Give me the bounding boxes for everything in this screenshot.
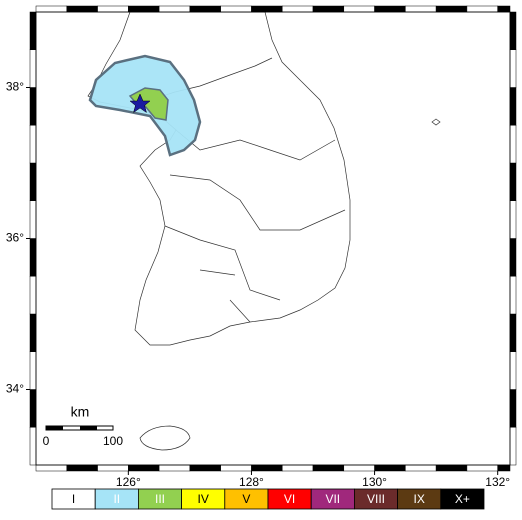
scale-bar-segment: [46, 426, 63, 430]
frame-segment: [251, 464, 283, 472]
frame-segment: [343, 5, 375, 13]
frame-segment: [374, 464, 406, 472]
frame-segment: [29, 125, 37, 164]
scale-unit: km: [71, 404, 90, 420]
frame-segment: [509, 276, 517, 315]
frame-segment: [312, 5, 345, 13]
scale-bar-segment: [80, 426, 97, 430]
frame-segment: [220, 464, 252, 472]
legend-label: VI: [284, 492, 295, 506]
frame-segment: [29, 200, 37, 239]
legend-label: V: [242, 492, 250, 506]
frame-segment: [158, 5, 191, 13]
legend-label: II: [113, 492, 120, 506]
scale-start: 0: [43, 434, 50, 448]
frame-segment: [509, 11, 517, 50]
legend-label: VIII: [367, 492, 385, 506]
frame-segment: [509, 351, 517, 390]
frame-segment: [509, 313, 517, 352]
frame-segment: [128, 5, 160, 13]
frame-segment: [35, 5, 68, 13]
legend-label: IX: [414, 492, 425, 506]
frame-segment: [189, 464, 221, 472]
legend-swatch: [440, 488, 485, 510]
frame-segment: [29, 162, 37, 201]
frame-segment: [497, 464, 511, 472]
frame-segment: [374, 5, 406, 13]
frame-segment: [189, 5, 221, 13]
x-tick-label: 128°: [239, 475, 264, 489]
legend-label: I: [72, 492, 75, 506]
frame-segment: [509, 389, 517, 428]
ulleung-island: [431, 118, 441, 126]
frame-segment: [29, 11, 37, 50]
frame-segment: [509, 427, 517, 466]
frame-segment: [29, 276, 37, 315]
frame-segment: [281, 5, 314, 13]
frame-segment: [29, 238, 37, 277]
frame-segment: [158, 464, 191, 472]
frame-segment: [405, 464, 437, 472]
intensity-legend: I II III IV V VI VII VIII IX X+: [51, 488, 485, 510]
frame-segment: [509, 49, 517, 88]
frame-segment: [405, 5, 437, 13]
frame-segment: [29, 49, 37, 88]
map-frame: 126° 128° 130° 132° 34° 36° 38°: [6, 5, 517, 489]
frame-segment: [281, 464, 314, 472]
frame-segment: [251, 5, 283, 13]
frame-segment: [220, 5, 252, 13]
frame-segment: [29, 351, 37, 390]
frame-segment: [497, 5, 511, 13]
frame-segment: [435, 464, 468, 472]
frame-segment: [128, 464, 160, 472]
x-tick-label: 126°: [116, 475, 141, 489]
frame-segment: [97, 464, 129, 472]
frame-segment: [312, 464, 345, 472]
frame-segment: [29, 389, 37, 428]
legend-label: IV: [198, 492, 209, 506]
scale-bar: km 0 100: [43, 404, 124, 448]
frame-segment: [66, 464, 98, 472]
frame-segment: [509, 87, 517, 126]
y-tick-label: 38°: [6, 80, 24, 94]
legend-label: X+: [455, 492, 470, 506]
frame-segment: [435, 5, 468, 13]
frame-segment: [466, 464, 498, 472]
x-tick-label: 132°: [485, 475, 510, 489]
frame-segment: [97, 5, 129, 13]
frame-segment: [509, 238, 517, 277]
epicenter: [129, 93, 151, 114]
frame-segment: [509, 200, 517, 239]
jeju-island: [139, 425, 191, 451]
frame-segment: [509, 162, 517, 201]
frame-segment: [35, 464, 68, 472]
y-tick-label: 36°: [6, 231, 24, 245]
y-tick-label: 34°: [6, 382, 24, 396]
legend-label: III: [155, 492, 165, 506]
frame-segment: [466, 5, 498, 13]
frame-segment: [29, 427, 37, 466]
frame-segment: [66, 5, 98, 13]
frame-segment: [29, 87, 37, 126]
scale-end: 100: [103, 434, 123, 448]
frame-segment: [343, 464, 375, 472]
frame-segment: [29, 313, 37, 352]
frame-inner: [35, 11, 511, 466]
border: [149, 57, 346, 323]
legend-label: VII: [325, 492, 340, 506]
x-tick-label: 130°: [362, 475, 387, 489]
frame-segment: [509, 125, 517, 164]
